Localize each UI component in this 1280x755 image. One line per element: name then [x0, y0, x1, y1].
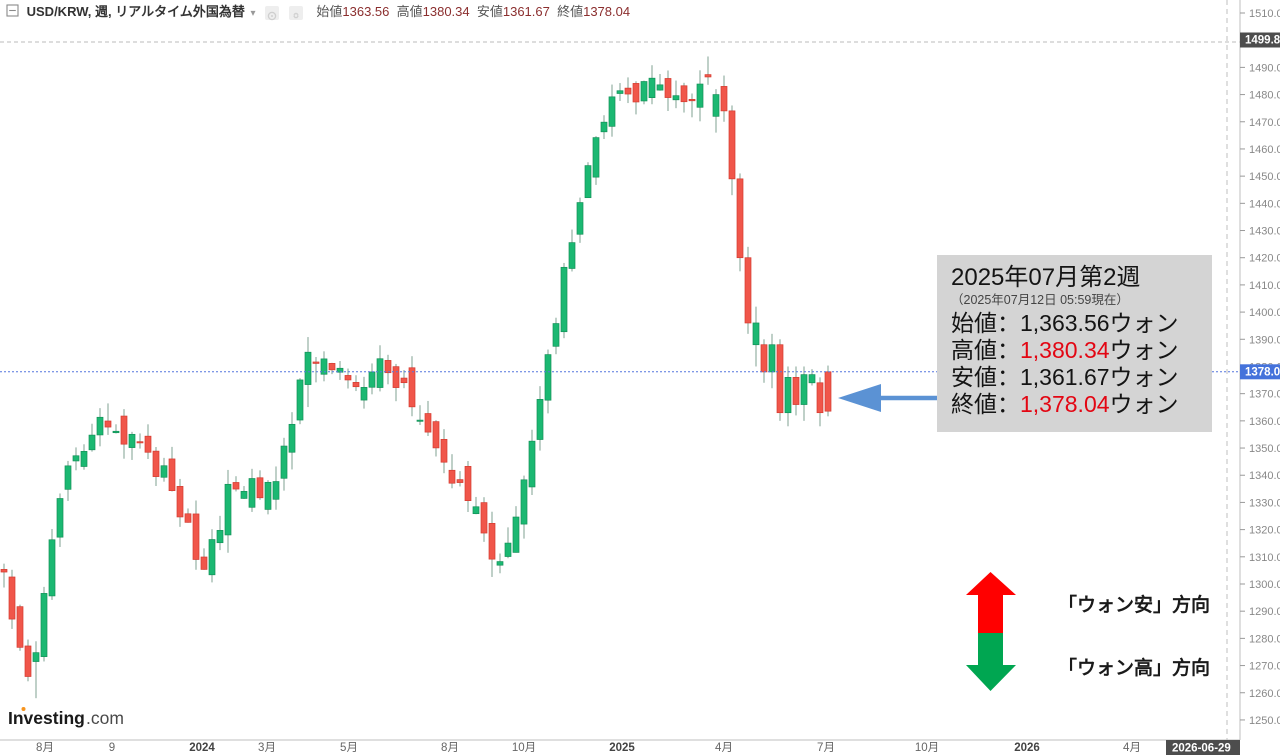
svg-text:1340.00: 1340.00 — [1249, 470, 1280, 482]
svg-text:1499.81: 1499.81 — [1245, 35, 1280, 47]
svg-text:10月: 10月 — [512, 742, 536, 754]
svg-text:1420.00: 1420.00 — [1249, 253, 1280, 265]
svg-text:2025年07月第2週: 2025年07月第2週 — [951, 264, 1140, 291]
svg-text:7月: 7月 — [817, 742, 835, 754]
svg-text:1470.00: 1470.00 — [1249, 117, 1280, 129]
svg-text:3月: 3月 — [258, 742, 276, 754]
svg-text:1510.00: 1510.00 — [1249, 8, 1280, 20]
svg-text:8月: 8月 — [36, 742, 54, 754]
svg-text:9: 9 — [109, 742, 115, 754]
svg-text:1330.00: 1330.00 — [1249, 497, 1280, 509]
svg-text:1430.00: 1430.00 — [1249, 226, 1280, 238]
svg-text:1310.00: 1310.00 — [1249, 552, 1280, 564]
svg-text:5月: 5月 — [340, 742, 358, 754]
svg-text:1440.00: 1440.00 — [1249, 198, 1280, 210]
svg-text:「ウォン安」方向: 「ウォン安」方向 — [1058, 593, 1210, 616]
svg-text:10月: 10月 — [915, 742, 939, 754]
svg-text:1490.00: 1490.00 — [1249, 62, 1280, 74]
svg-text:1410.00: 1410.00 — [1249, 280, 1280, 292]
svg-text:4月: 4月 — [1123, 742, 1141, 754]
svg-text:終値：1,378.04ウォン: 終値：1,378.04ウォン — [951, 391, 1179, 417]
svg-text:Investing: Investing — [8, 708, 85, 728]
svg-text:4月: 4月 — [715, 742, 733, 754]
svg-text:1320.00: 1320.00 — [1249, 525, 1280, 537]
svg-text:1378.04: 1378.04 — [1245, 366, 1280, 378]
svg-text:1370.00: 1370.00 — [1249, 389, 1280, 401]
svg-text:1270.00: 1270.00 — [1249, 661, 1280, 673]
svg-text:2026: 2026 — [1014, 742, 1040, 754]
svg-text:1400.00: 1400.00 — [1249, 307, 1280, 319]
svg-text:8月: 8月 — [441, 742, 459, 754]
svg-text:1390.00: 1390.00 — [1249, 334, 1280, 346]
svg-text:.com: .com — [86, 708, 124, 728]
svg-text:2024: 2024 — [189, 742, 215, 754]
svg-text:「ウォン高」方向: 「ウォン高」方向 — [1058, 656, 1210, 679]
svg-text:1300.00: 1300.00 — [1249, 579, 1280, 591]
svg-text:高値：1,380.34ウォン: 高値：1,380.34ウォン — [951, 337, 1179, 363]
svg-text:1250.00: 1250.00 — [1249, 715, 1280, 727]
svg-text:1480.00: 1480.00 — [1249, 90, 1280, 102]
svg-text:1450.00: 1450.00 — [1249, 171, 1280, 183]
svg-text:1350.00: 1350.00 — [1249, 443, 1280, 455]
svg-text:1280.00: 1280.00 — [1249, 633, 1280, 645]
svg-text:始値：1,363.56ウォン: 始値：1,363.56ウォン — [951, 310, 1179, 336]
svg-text:1260.00: 1260.00 — [1249, 688, 1280, 700]
svg-text:1460.00: 1460.00 — [1249, 144, 1280, 156]
svg-text:1360.00: 1360.00 — [1249, 416, 1280, 428]
svg-text:2026-06-29: 2026-06-29 — [1172, 743, 1231, 755]
svg-text:安値：1,361.67ウォン: 安値：1,361.67ウォン — [951, 364, 1179, 390]
svg-text:（2025年07月12日 05:59現在）: （2025年07月12日 05:59現在） — [951, 293, 1129, 307]
svg-text:1290.00: 1290.00 — [1249, 606, 1280, 618]
svg-text:2025: 2025 — [609, 742, 635, 754]
